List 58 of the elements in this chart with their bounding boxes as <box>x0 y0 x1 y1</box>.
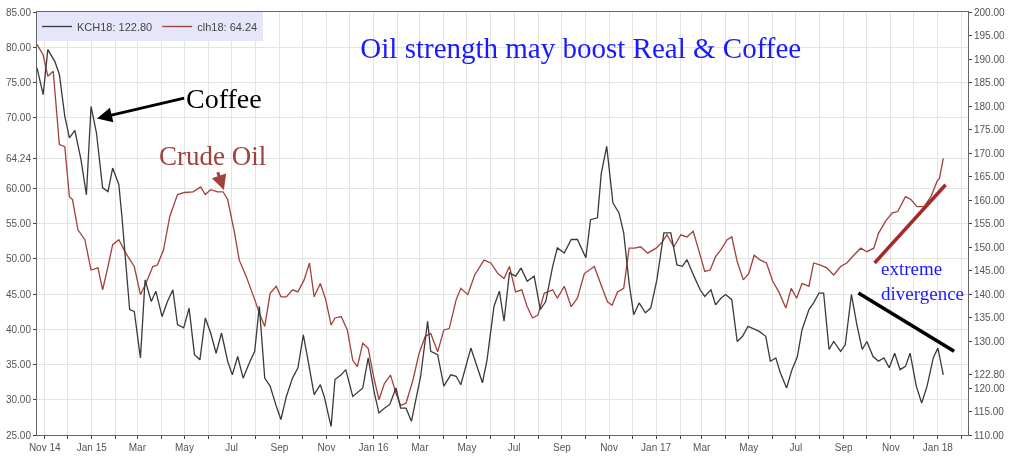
x-tick-label: Nov <box>881 442 900 453</box>
x-tick-label: Jul <box>507 442 521 453</box>
y2-tick-label: 120.00 <box>974 382 1006 394</box>
y2-tick-label: 150.00 <box>974 241 1006 253</box>
y2-tick-label: 185.00 <box>974 77 1006 88</box>
y2-tick-label: 155.00 <box>974 218 1006 229</box>
x-tick-label: May <box>175 442 194 453</box>
y2-tick-label: 145.00 <box>974 265 1006 276</box>
x-tick-label: Nov <box>317 442 336 453</box>
y2-tick-label: 180.00 <box>974 100 1006 112</box>
y2-tick-label: 165.00 <box>974 171 1006 182</box>
y-tick-label: 40.00 <box>5 323 32 335</box>
x-tick-label: Nov 14 <box>28 442 61 453</box>
y-tick-label: 30.00 <box>5 394 32 406</box>
y-tick-label: 60.00 <box>5 182 32 194</box>
y-tick-label: 75.00 <box>5 77 32 88</box>
y2-tick-label: 200.00 <box>974 6 1006 18</box>
x-tick-label: May <box>457 442 477 453</box>
y-tick-label: 55.00 <box>5 218 32 229</box>
y2-tick-label: 170.00 <box>974 147 1006 159</box>
y-tick-label: 64.24 <box>5 152 32 164</box>
y2-tick-label: 122.80 <box>974 369 1006 381</box>
y-tick-label: 35.00 <box>5 359 32 370</box>
y-tick-label: 45.00 <box>5 288 32 300</box>
legend-label: KCH18: 122.80 <box>77 20 153 33</box>
y-tick-label: 50.00 <box>5 253 32 265</box>
y2-tick-label: 140.00 <box>974 288 1006 300</box>
x-tick-label: Mar <box>411 442 430 453</box>
y2-tick-label: 110.00 <box>974 429 1005 441</box>
x-tick-label: Jan 17 <box>641 442 672 453</box>
y2-tick-label: 160.00 <box>974 194 1006 206</box>
annotation: Coffee <box>186 83 262 114</box>
x-tick-label: Mar <box>128 442 147 453</box>
y2-tick-label: 115.00 <box>974 406 1005 417</box>
x-tick-label: May <box>739 442 759 453</box>
legend-label: clh18: 64.24 <box>197 20 258 33</box>
x-tick-label: Jan 15 <box>76 442 108 453</box>
y2-tick-label: 175.00 <box>974 124 1006 135</box>
y2-tick-label: 135.00 <box>974 312 1006 323</box>
y-tick-label: 70.00 <box>5 112 32 124</box>
y-tick-label: 85.00 <box>5 6 32 18</box>
x-tick-label: Sep <box>270 442 289 453</box>
x-tick-label: Jul <box>225 442 238 453</box>
y2-tick-label: 130.00 <box>974 335 1006 347</box>
annotation: Crude Oil <box>159 141 267 171</box>
x-tick-label: Mar <box>693 442 711 453</box>
text: Oil strength may boost Real & Coffee <box>360 32 802 65</box>
y-tick-label: 80.00 <box>5 41 32 53</box>
x-tick-label: Jan 18 <box>922 442 954 453</box>
annotation: extreme divergence <box>881 258 964 304</box>
y-tick-label: 25.00 <box>5 429 32 441</box>
x-tick-label: Jan 16 <box>358 442 390 453</box>
x-tick-label: Sep <box>834 442 854 453</box>
x-tick-label: Jul <box>789 442 803 453</box>
y2-tick-label: 190.00 <box>974 53 1006 65</box>
x-tick-label: Sep <box>553 442 572 453</box>
y2-tick-label: 195.00 <box>974 30 1006 41</box>
x-tick-label: Nov <box>600 442 618 453</box>
